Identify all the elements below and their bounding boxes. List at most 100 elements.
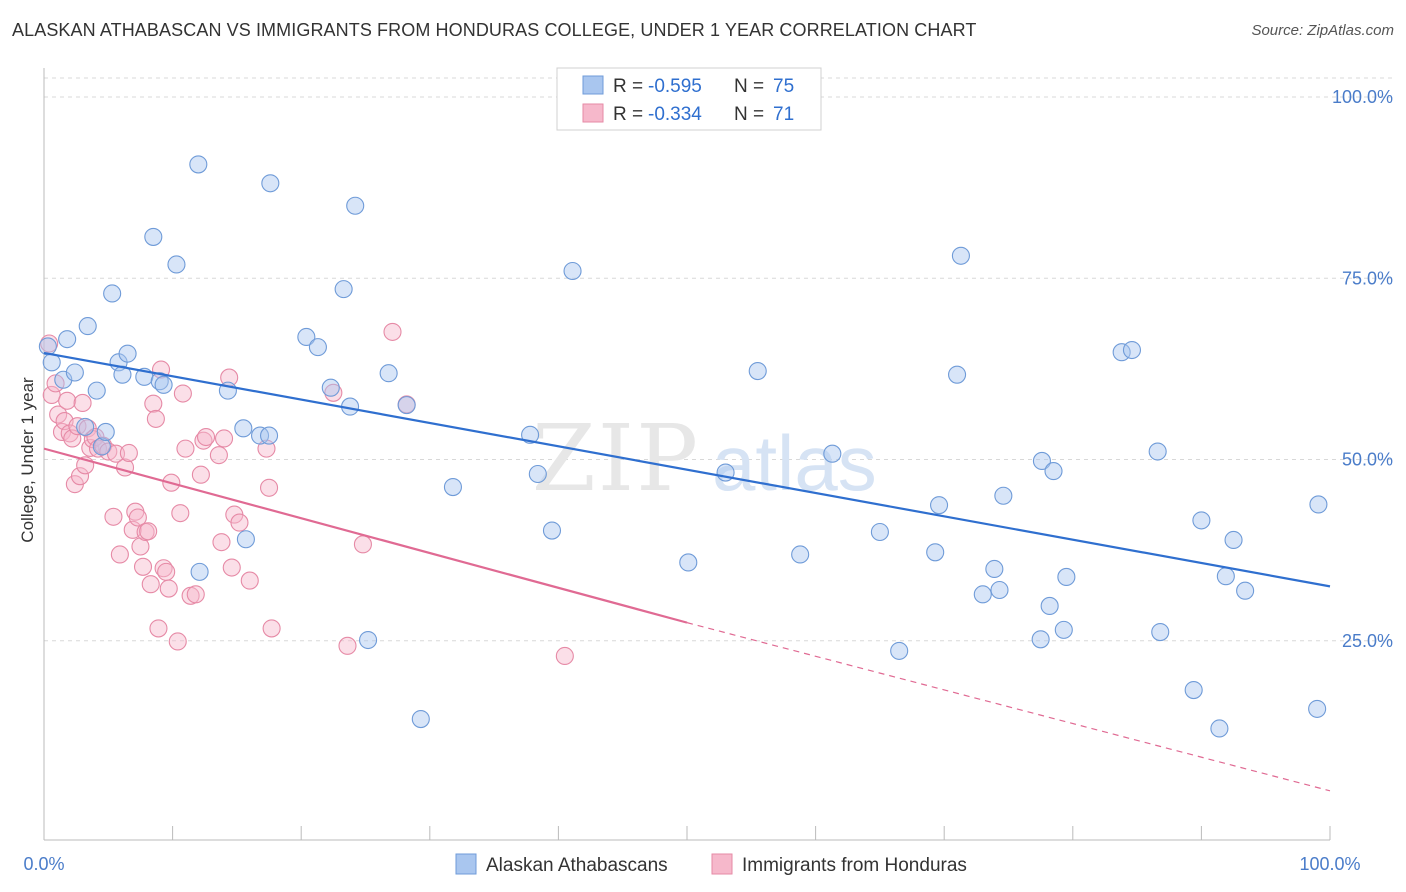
athabascan-point xyxy=(154,375,173,394)
athabascan-point xyxy=(791,545,810,564)
stats-legend-swatch-pink xyxy=(582,103,604,123)
honduras-point xyxy=(133,557,153,576)
honduras-point xyxy=(338,636,357,655)
athabascan-point xyxy=(521,425,540,444)
stats-r-label-1: R = xyxy=(613,76,643,97)
athabascan-point xyxy=(411,709,430,729)
honduras-point xyxy=(128,508,147,527)
y-tick-label: 50.0% xyxy=(1342,450,1393,470)
honduras-point xyxy=(209,446,228,465)
athabascan-point xyxy=(65,363,84,382)
athabascan-point xyxy=(890,641,909,660)
athabascan-point xyxy=(563,261,582,281)
athabascan-point xyxy=(321,378,340,397)
honduras-point xyxy=(106,444,126,463)
athabascan-point xyxy=(334,280,353,299)
athabascan-point xyxy=(528,464,547,484)
athabascan-point xyxy=(1309,495,1328,514)
y-axis-title: College, Under 1 year xyxy=(18,377,37,543)
chart-title: ALASKAN ATHABASCAN VS IMMIGRANTS FROM HO… xyxy=(12,20,977,40)
athabascan-point xyxy=(236,530,255,549)
athabascan-point xyxy=(679,553,698,572)
honduras-point xyxy=(230,513,249,532)
honduras-point xyxy=(139,522,158,541)
honduras-point xyxy=(240,571,259,590)
athabascan-point xyxy=(397,396,416,415)
legend-swatch-honduras xyxy=(711,853,733,875)
grid-lines xyxy=(44,77,1392,642)
honduras-point xyxy=(214,429,234,448)
athabascan-point xyxy=(1057,567,1076,587)
series-legend: Alaskan Athabascans Immigrants from Hond… xyxy=(455,853,967,876)
athabascan-point xyxy=(118,344,137,363)
athabascan-point xyxy=(1210,719,1229,738)
legend-swatch-athabascan xyxy=(455,853,477,875)
honduras-point xyxy=(73,393,92,413)
athabascan-point xyxy=(54,370,73,389)
athabascan-point xyxy=(1032,451,1051,471)
honduras-point xyxy=(168,632,187,651)
honduras-trend-extension xyxy=(686,622,1331,792)
stats-r-value-1: -0.595 xyxy=(648,76,702,97)
athabascan-point xyxy=(190,562,209,581)
athabascan-point xyxy=(748,361,767,381)
y-tick-label: 100.0% xyxy=(1332,87,1393,107)
athabascan-point xyxy=(1308,699,1327,718)
series-athabascan-points xyxy=(38,155,1328,738)
athabascan-point xyxy=(1192,511,1211,530)
athabascan-point xyxy=(542,521,562,540)
athabascan-point xyxy=(823,444,842,463)
honduras-point xyxy=(49,405,68,424)
honduras-point xyxy=(191,465,210,484)
honduras-point xyxy=(70,467,90,486)
stats-n-value-1: 75 xyxy=(773,76,794,97)
honduras-point xyxy=(146,409,165,428)
athabascan-point xyxy=(76,417,95,436)
legend-label-honduras: Immigrants from Honduras xyxy=(742,855,967,876)
watermark-zip: ZIP xyxy=(532,405,700,512)
honduras-point xyxy=(60,424,79,443)
honduras-point xyxy=(171,504,190,523)
athabascan-point xyxy=(189,155,208,174)
honduras-point xyxy=(131,537,150,556)
athabascan-point xyxy=(1216,567,1235,586)
honduras-point xyxy=(324,383,343,402)
honduras-point xyxy=(262,619,281,638)
athabascan-point xyxy=(259,426,279,445)
honduras-point xyxy=(186,585,205,604)
honduras-point xyxy=(353,535,372,554)
athabascan-point xyxy=(167,255,186,274)
athabascan-point xyxy=(1224,530,1243,550)
athabascan-point xyxy=(1040,596,1059,616)
source-note: Source: ZipAtlas.com xyxy=(1251,22,1394,39)
stats-r-value-2: -0.334 xyxy=(648,104,702,125)
stats-n-value-2: 71 xyxy=(773,104,794,125)
honduras-point xyxy=(555,646,574,666)
athabascan-point xyxy=(973,585,992,604)
athabascan-point xyxy=(1122,340,1142,360)
honduras-point xyxy=(212,533,231,552)
athabascan-point xyxy=(994,486,1013,505)
honduras-point xyxy=(58,391,77,410)
athabascan-point xyxy=(985,559,1004,579)
honduras-point xyxy=(159,579,178,598)
axes xyxy=(43,68,1331,841)
honduras-point xyxy=(119,443,138,463)
athabascan-point xyxy=(990,580,1009,600)
athabascan-point xyxy=(930,496,949,515)
honduras-point xyxy=(383,322,402,341)
athabascan-point xyxy=(1031,630,1050,649)
athabascan-point xyxy=(1236,581,1255,600)
watermark-atlas: atlas xyxy=(712,419,877,507)
athabascan-point xyxy=(379,364,398,383)
honduras-point xyxy=(222,558,241,577)
stats-n-label-2: N = xyxy=(734,104,764,125)
athabascan-point xyxy=(58,330,77,349)
honduras-trend-line xyxy=(43,447,688,624)
athabascan-point xyxy=(1184,680,1203,700)
athabascan-point xyxy=(308,338,327,357)
honduras-point xyxy=(176,439,195,458)
athabascan-point xyxy=(1151,622,1170,642)
honduras-point xyxy=(104,507,123,526)
y-tick-labels: 25.0% 50.0% 75.0% 100.0% xyxy=(1332,87,1393,651)
